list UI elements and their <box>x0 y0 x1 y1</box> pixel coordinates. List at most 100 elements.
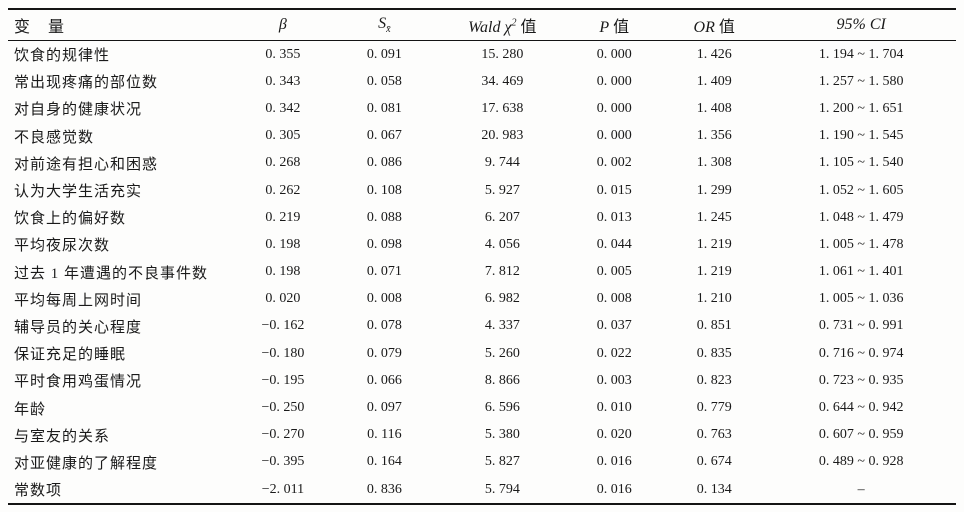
cell-variable: 认为大学生活充实 <box>14 184 143 201</box>
cell-se: 0. 058 <box>366 73 402 89</box>
cell-or: 1. 308 <box>696 155 732 171</box>
cell-ci: 1. 061 ~ 1. 401 <box>818 264 904 280</box>
cell-ci: 1. 257 ~ 1. 580 <box>818 73 904 89</box>
cell-beta: −2. 011 <box>261 481 305 497</box>
cell-ci: 0. 716 ~ 0. 974 <box>818 345 904 361</box>
cell-p: 0. 016 <box>596 454 632 470</box>
cell-wald: 5. 827 <box>484 454 520 470</box>
cell-wald: 15. 280 <box>481 46 524 62</box>
table-row: 饮食上的偏好数 0. 219 0. 088 6. 207 0. 013 1. 2… <box>8 204 956 231</box>
cell-or: 0. 134 <box>696 481 732 497</box>
cell-or: 0. 835 <box>696 345 732 361</box>
cell-p: 0. 044 <box>596 236 632 252</box>
cell-se: 0. 081 <box>366 100 402 116</box>
table-row: 饮食的规律性 0. 355 0. 091 15. 280 0. 000 1. 4… <box>8 41 956 69</box>
cell-ci: 0. 731 ~ 0. 991 <box>818 318 904 334</box>
cell-beta: 0. 342 <box>265 100 301 116</box>
cell-variable: 辅导员的关心程度 <box>14 319 143 336</box>
table-row: 常数项 −2. 011 0. 836 5. 794 0. 016 0. 134 … <box>8 476 956 504</box>
cell-variable: 不良感觉数 <box>14 129 95 146</box>
cell-wald: 6. 207 <box>484 209 520 225</box>
cell-variable: 对前途有担心和困惑 <box>14 156 159 173</box>
table-row: 常出现疼痛的部位数 0. 343 0. 058 34. 469 0. 000 1… <box>8 68 956 95</box>
col-header-se: Sx̄ <box>330 9 439 41</box>
cell-wald: 9. 744 <box>484 155 520 171</box>
cell-variable: 平均每周上网时间 <box>14 292 143 309</box>
cell-p: 0. 013 <box>596 209 632 225</box>
cell-p: 0. 037 <box>596 318 632 334</box>
cell-or: 1. 245 <box>696 209 732 225</box>
cell-variable: 保证充足的睡眠 <box>14 347 127 364</box>
cell-beta: −0. 195 <box>261 372 305 388</box>
cell-ci: 1. 005 ~ 1. 478 <box>818 236 904 252</box>
cell-beta: −0. 180 <box>261 345 305 361</box>
cell-beta: 0. 355 <box>265 46 301 62</box>
cell-or: 0. 851 <box>696 318 732 334</box>
cell-beta: 0. 198 <box>265 236 301 252</box>
cell-beta: −0. 270 <box>261 427 305 443</box>
cell-ci: 1. 048 ~ 1. 479 <box>818 209 904 225</box>
cell-p: 0. 008 <box>596 291 632 307</box>
cell-beta: 0. 020 <box>265 291 301 307</box>
cell-wald: 4. 337 <box>484 318 520 334</box>
cell-variable: 与室友的关系 <box>14 428 111 445</box>
cell-beta: −0. 162 <box>261 318 305 334</box>
cell-variable: 年龄 <box>14 401 47 418</box>
cell-se: 0. 008 <box>366 291 402 307</box>
cell-or: 1. 210 <box>696 291 732 307</box>
cell-or: 0. 823 <box>696 372 732 388</box>
cell-p: 0. 010 <box>596 400 632 416</box>
cell-variable: 常出现疼痛的部位数 <box>14 75 159 92</box>
cell-p: 0. 000 <box>596 73 632 89</box>
table-row: 平均夜尿次数 0. 198 0. 098 4. 056 0. 044 1. 21… <box>8 231 956 258</box>
cell-beta: 0. 219 <box>265 209 301 225</box>
cell-ci: 0. 607 ~ 0. 959 <box>818 427 904 443</box>
cell-beta: −0. 395 <box>261 454 305 470</box>
cell-wald: 5. 380 <box>484 427 520 443</box>
cell-ci: 1. 200 ~ 1. 651 <box>818 100 904 116</box>
cell-p: 0. 005 <box>596 264 632 280</box>
cell-se: 0. 066 <box>366 372 402 388</box>
table-row: 对前途有担心和困惑 0. 268 0. 086 9. 744 0. 002 1.… <box>8 150 956 177</box>
cell-or: 0. 763 <box>696 427 732 443</box>
cell-se: 0. 836 <box>366 481 402 497</box>
cell-wald: 6. 982 <box>484 291 520 307</box>
table-body: 饮食的规律性 0. 355 0. 091 15. 280 0. 000 1. 4… <box>8 41 956 505</box>
cell-wald: 5. 794 <box>484 481 520 497</box>
table-row: 不良感觉数 0. 305 0. 067 20. 983 0. 000 1. 35… <box>8 123 956 150</box>
cell-p: 0. 016 <box>596 481 632 497</box>
cell-or: 0. 674 <box>696 454 732 470</box>
cell-variable: 饮食的规律性 <box>14 48 111 65</box>
cell-or: 1. 219 <box>696 264 732 280</box>
cell-se: 0. 088 <box>366 209 402 225</box>
table-row: 年龄 −0. 250 0. 097 6. 596 0. 010 0. 779 0… <box>8 394 956 421</box>
col-header-or: OR 值 <box>662 9 767 41</box>
cell-ci: 0. 489 ~ 0. 928 <box>818 454 904 470</box>
cell-se: 0. 086 <box>366 155 402 171</box>
cell-beta: 0. 343 <box>265 73 301 89</box>
cell-ci: 1. 105 ~ 1. 540 <box>818 155 904 171</box>
cell-or: 0. 779 <box>696 400 732 416</box>
cell-ci: 0. 644 ~ 0. 942 <box>818 400 904 416</box>
cell-ci: 1. 194 ~ 1. 704 <box>818 46 904 62</box>
cell-se: 0. 116 <box>367 427 402 443</box>
table-row: 对亚健康的了解程度 −0. 395 0. 164 5. 827 0. 016 0… <box>8 449 956 476</box>
cell-or: 1. 408 <box>696 100 732 116</box>
table-row: 对自身的健康状况 0. 342 0. 081 17. 638 0. 000 1.… <box>8 95 956 122</box>
cell-wald: 7. 812 <box>484 264 520 280</box>
cell-variable: 平时食用鸡蛋情况 <box>14 374 143 391</box>
table-row: 与室友的关系 −0. 270 0. 116 5. 380 0. 020 0. 7… <box>8 422 956 449</box>
cell-p: 0. 002 <box>596 155 632 171</box>
col-header-wald: Wald χ2 值 <box>438 9 567 41</box>
cell-p: 0. 000 <box>596 100 632 116</box>
cell-or: 1. 409 <box>696 73 732 89</box>
cell-variable: 对自身的健康状况 <box>14 102 143 119</box>
cell-ci: 0. 723 ~ 0. 935 <box>818 372 904 388</box>
cell-se: 0. 079 <box>366 345 402 361</box>
cell-beta: 0. 305 <box>265 128 301 144</box>
